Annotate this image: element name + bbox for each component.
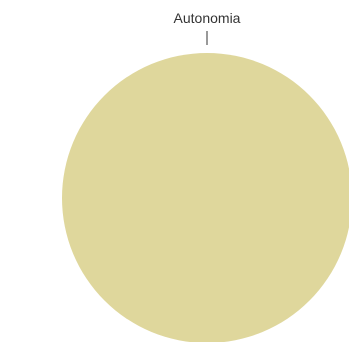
pie-slice-autonomia xyxy=(62,53,349,343)
slice-label-autonomia: Autonomia xyxy=(174,10,241,26)
